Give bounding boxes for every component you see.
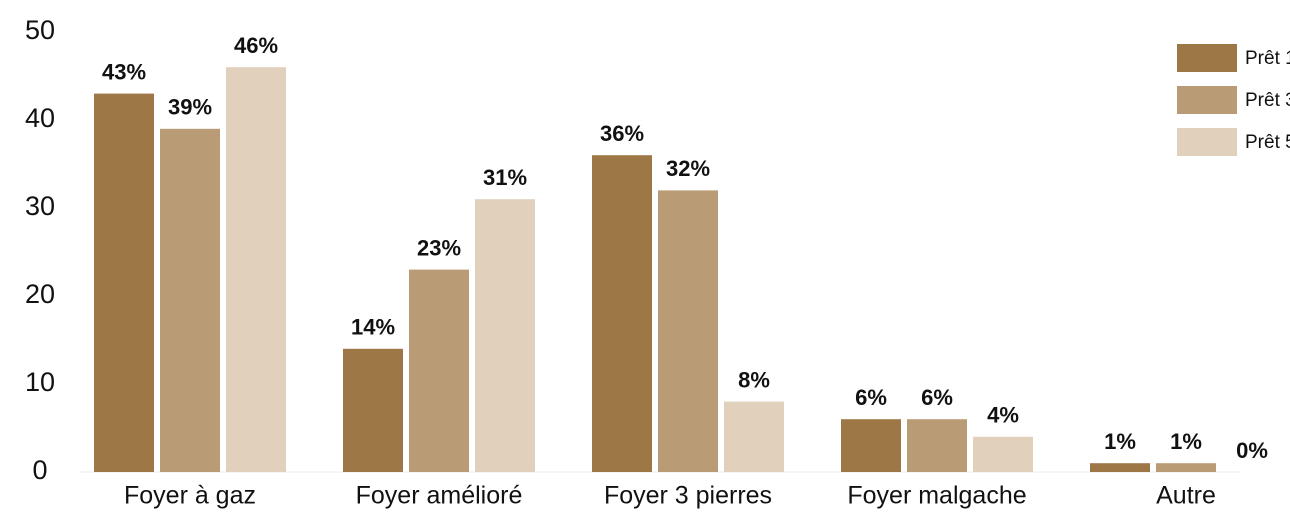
y-tick-label: 10 (25, 367, 55, 397)
value-label: 39% (168, 95, 212, 120)
value-label: 6% (855, 385, 887, 410)
value-label: 36% (600, 121, 644, 146)
legend-swatch (1177, 128, 1237, 156)
value-label: 8% (738, 367, 770, 392)
value-label: 4% (987, 403, 1019, 428)
legend-swatch (1177, 86, 1237, 114)
bar (475, 199, 535, 472)
bar (160, 128, 220, 473)
legend-label: Prêt 5 (1245, 132, 1290, 153)
legend-swatch (1177, 44, 1237, 72)
value-label: 0% (1236, 438, 1268, 463)
bar (1156, 463, 1216, 472)
legend-label: Prêt 1 (1245, 48, 1290, 69)
bar (724, 401, 784, 472)
bar (592, 155, 652, 472)
y-tick-label: 0 (32, 455, 47, 485)
value-label: 6% (921, 385, 953, 410)
bar (658, 190, 718, 472)
bar (841, 419, 901, 472)
y-tick-label: 20 (25, 279, 55, 309)
x-tick-label: Foyer amélioré (356, 482, 523, 510)
value-label: 1% (1104, 429, 1136, 454)
bar (94, 93, 154, 472)
bar (226, 67, 286, 472)
x-tick-label: Foyer à gaz (124, 482, 256, 510)
value-label: 23% (417, 235, 461, 260)
x-tick-label: Foyer malgache (847, 482, 1026, 510)
bar (1090, 463, 1150, 472)
y-tick-label: 30 (25, 191, 55, 221)
value-label: 31% (483, 165, 527, 190)
bar (973, 436, 1033, 472)
y-tick-label: 50 (25, 15, 55, 45)
bar (409, 269, 469, 472)
legend-label: Prêt 3 (1245, 90, 1290, 111)
value-label: 1% (1170, 429, 1202, 454)
value-label: 32% (666, 156, 710, 181)
x-tick-label: Foyer 3 pierres (604, 482, 772, 510)
y-tick-label: 40 (25, 103, 55, 133)
bar (907, 419, 967, 472)
value-label: 46% (234, 33, 278, 58)
value-label: 43% (102, 59, 146, 84)
bar (343, 348, 403, 472)
value-label: 14% (351, 315, 395, 340)
x-tick-label: Autre (1156, 482, 1216, 510)
